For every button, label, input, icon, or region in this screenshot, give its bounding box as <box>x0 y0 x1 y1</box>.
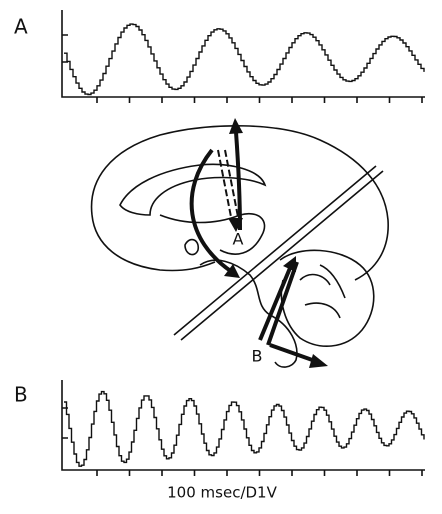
traces <box>64 24 424 476</box>
diagram-label: A <box>233 230 244 249</box>
axis <box>62 10 425 97</box>
diagram-label: B <box>252 347 263 366</box>
scale-label: 100 msec/D1V <box>167 484 277 502</box>
arrow <box>270 345 318 362</box>
outline <box>185 240 198 255</box>
panel-label: A <box>14 15 28 39</box>
cerebellum-folds <box>300 265 345 318</box>
trace-a <box>64 24 424 94</box>
arrow <box>192 150 232 272</box>
brain-diagram: A B <box>92 118 389 368</box>
outline <box>160 214 265 254</box>
tick-marks <box>97 97 422 103</box>
trace-b <box>64 392 424 467</box>
arrow <box>236 132 240 230</box>
arrow <box>268 262 297 345</box>
arrowhead <box>309 354 328 368</box>
figure: A B 100 msec/D1V A B <box>0 0 442 514</box>
tick-marks <box>97 470 422 476</box>
panel-label: B <box>14 383 28 407</box>
